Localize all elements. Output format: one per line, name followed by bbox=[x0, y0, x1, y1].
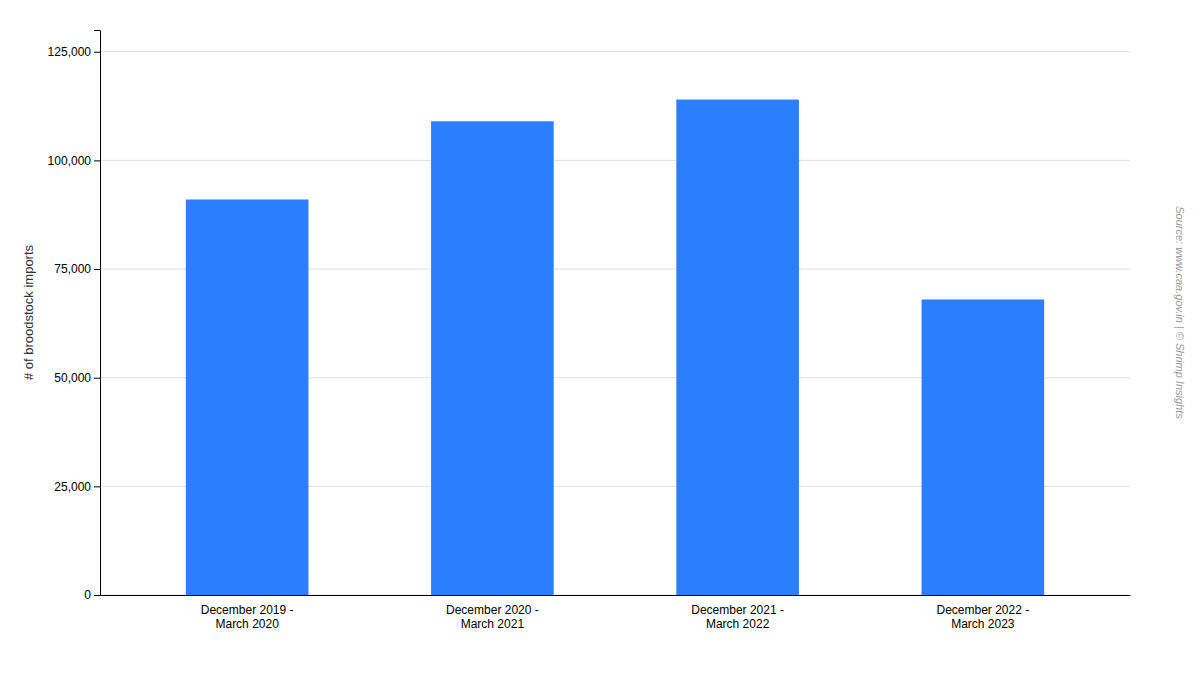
y-axis: 0 25,000 50,000 75,000 100,000 125,000 bbox=[48, 31, 101, 603]
bars bbox=[186, 100, 1044, 595]
x-tick-label-line: March 2021 bbox=[461, 617, 525, 631]
x-tick-label: December 2022 -March 2023 bbox=[936, 603, 1029, 631]
x-tick-label-line: December 2021 - bbox=[691, 603, 784, 617]
bar bbox=[676, 100, 799, 595]
y-tick-label: 50,000 bbox=[54, 371, 91, 385]
y-tick-label: 100,000 bbox=[48, 154, 92, 168]
x-tick-label-line: December 2020 - bbox=[446, 603, 539, 617]
y-tick-mark bbox=[94, 160, 100, 161]
x-tick-label-line: March 2023 bbox=[951, 617, 1015, 631]
y-tick: 50,000 bbox=[54, 371, 100, 385]
x-axis: December 2019 -March 2020 December 2020 -… bbox=[101, 596, 1131, 631]
x-tick-label-line: March 2022 bbox=[706, 617, 770, 631]
y-tick: 75,000 bbox=[54, 262, 100, 276]
annotation: Source: www.caa.gov.in | © Shrimp Insigh… bbox=[1174, 206, 1186, 419]
y-tick-mark bbox=[94, 595, 100, 596]
x-tick-label: December 2021 -March 2022 bbox=[691, 603, 784, 631]
y-tick: 0 bbox=[84, 588, 100, 602]
y-tick: 125,000 bbox=[48, 45, 100, 59]
y-axis-label: # of broodstock imports bbox=[21, 244, 36, 380]
x-tick-label-line: December 2022 - bbox=[936, 603, 1029, 617]
x-tick: December 2020 -March 2021 bbox=[446, 603, 539, 631]
x-axis-line bbox=[101, 595, 1131, 596]
plot-area: 0 25,000 50,000 75,000 100,000 125,000 Decembe… bbox=[48, 31, 1131, 631]
grid-line bbox=[100, 160, 1130, 161]
x-tick: December 2022 -March 2023 bbox=[936, 603, 1029, 631]
y-tick-label: 75,000 bbox=[54, 262, 91, 276]
y-tick-label: 125,000 bbox=[48, 45, 92, 59]
x-tick-label-line: December 2019 - bbox=[201, 603, 294, 617]
grid-line bbox=[100, 51, 1130, 52]
y-tick-mark bbox=[94, 52, 100, 53]
bar bbox=[922, 299, 1045, 595]
y-tick-label: 0 bbox=[84, 588, 91, 602]
y-tick-label: 25,000 bbox=[54, 480, 91, 494]
y-tick-mark bbox=[94, 269, 100, 270]
y-tick: 100,000 bbox=[48, 154, 100, 168]
y-tick-mark bbox=[94, 486, 100, 487]
x-tick-label: December 2019 -March 2020 bbox=[201, 603, 294, 631]
x-tick-label: December 2020 -March 2021 bbox=[446, 603, 539, 631]
y-tick-mark bbox=[94, 378, 100, 379]
chart: 0 25,000 50,000 75,000 100,000 125,000 Decembe… bbox=[0, 0, 1200, 675]
grid bbox=[100, 52, 1130, 595]
x-tick: December 2021 -March 2022 bbox=[691, 603, 784, 631]
x-tick: December 2019 -March 2020 bbox=[201, 603, 294, 631]
bar bbox=[431, 121, 554, 595]
y-axis-line bbox=[94, 31, 101, 596]
bar bbox=[186, 200, 309, 596]
y-tick: 25,000 bbox=[54, 480, 100, 494]
x-tick-label-line: March 2020 bbox=[215, 617, 279, 631]
